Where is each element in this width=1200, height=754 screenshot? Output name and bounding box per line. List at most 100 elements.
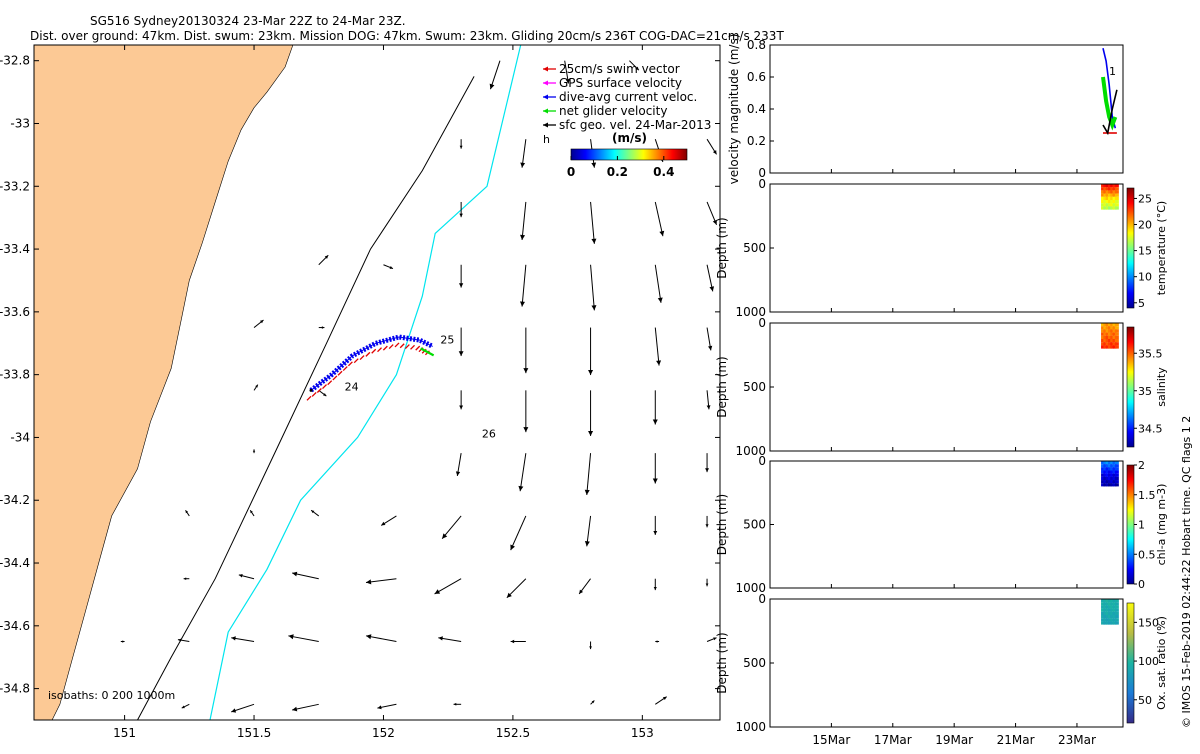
profile-cell [1114,599,1119,603]
current-vector [705,453,710,473]
profile-cell [1107,190,1112,194]
panel-frame [769,322,1124,452]
profile-cell [1103,602,1108,606]
profile-cell [1103,599,1108,603]
map-ticks: 151 151.5 152 152.5 153 -32.8 -33 -33.2 -33.4 -33… [0,45,720,740]
panel-y-tick-label: 1000 [735,305,766,319]
profile-cell [1110,480,1115,484]
current-vector [288,634,319,643]
track-start [309,388,313,392]
track-day-label: 24 [345,380,359,393]
panel-colorbar-tick-label: 0.5 [1138,548,1156,561]
panel-frame [769,460,1124,589]
current-vector [654,327,662,366]
profile-cell [1103,329,1108,333]
profile-cell [1107,615,1112,619]
profile-cell [1105,339,1110,343]
profile-cell [1110,476,1115,481]
swim-vector [382,345,388,351]
current-vector [652,390,658,425]
current-vector [655,640,660,643]
profile-cell [1103,480,1108,484]
profile-cell [1112,332,1117,336]
profile-cell [1110,329,1115,333]
current-vector [183,577,190,581]
track-day-label: 26 [482,427,496,440]
profile-cell [1114,206,1119,210]
profile-cell [1114,608,1119,612]
current-vector [523,390,529,433]
panel-colorbar-tick-label: 50 [1138,694,1152,707]
profile-cell [1105,335,1110,339]
current-vector [459,201,463,218]
profile-cell [1107,187,1112,191]
profile-cell [1112,190,1117,194]
current-vector [518,453,527,492]
panel-colorbar-tick-label: 0 [1138,578,1145,591]
profile-cell [1103,206,1108,210]
profile-cell [1101,467,1106,471]
panel-colorbar [1126,602,1135,724]
profile-cell [1101,602,1106,606]
profile-cell [1101,476,1106,481]
map-y-tick-label: -33.8 [0,368,30,382]
profile-cell [1107,602,1112,606]
current-vector [380,515,397,526]
profile-cell [1101,611,1106,615]
profile-cell [1112,470,1117,474]
current-vector [629,60,640,71]
current-vector [706,390,711,410]
profile-cell [1101,323,1106,327]
profile-cell [1101,461,1106,465]
profile-cell [1105,200,1110,204]
time-tick-label: 23Mar [1058,733,1096,747]
profile-cell [1103,473,1108,477]
current-vector [438,636,462,643]
map-frame [33,44,721,721]
current-vector [459,139,463,149]
dive-avg-track-core [310,336,433,391]
profile-cell [1114,326,1119,330]
profile-cell [1110,611,1115,615]
profile-cell [1105,473,1110,477]
profile-cell [1112,483,1117,487]
profile-cell [1105,329,1110,333]
profile-cell [1114,461,1119,465]
profile-cell [1105,605,1110,609]
profile-cell [1103,342,1108,346]
map-y-tick-label: -33 [10,116,30,130]
map-y-tick-label: -33.6 [0,305,30,319]
profile-cell [1112,605,1117,609]
profile-cell [1103,200,1108,204]
profile-cell [1101,206,1106,210]
profile-cell [1114,464,1119,468]
panel-y-tick-label: 1000 [735,581,766,595]
map-y-tick-label: -33.2 [0,179,30,193]
profile-cell [1110,483,1115,487]
profile-cell [1110,602,1115,606]
time-tick-label: 21Mar [997,733,1035,747]
profile-cell [1105,608,1110,612]
profile-cell [1110,467,1115,471]
profile-cell [1101,200,1106,204]
current-vector [706,637,717,642]
current-vector [584,453,592,495]
current-vector [458,264,464,288]
profile-cell [1114,190,1119,194]
panel-y-label: velocity magnitude (m/s) [727,34,741,185]
title-line-1: SG516 Sydney20130324 23-Mar 22Z to 24-Ma… [90,14,406,28]
profile-cell [1105,476,1110,481]
current-vector [455,453,462,477]
panel-colorbar-label: chl-a (mg m-3) [1155,484,1168,566]
profile-cell [1103,476,1108,481]
profile-cell [1114,470,1119,474]
net-glider-velocity [420,347,435,357]
velocity-series-line [1101,76,1118,131]
profile-cell [1114,483,1119,487]
current-vector [706,327,713,351]
profile-cell [1112,206,1117,210]
current-vector [459,390,464,410]
panel-chla: 0 0.5 1 1.5 2 chl-a (mg m-3) 0 500 1000 Depth (m) [715,454,1168,595]
panel-y-label: Depth (m) [715,217,729,278]
